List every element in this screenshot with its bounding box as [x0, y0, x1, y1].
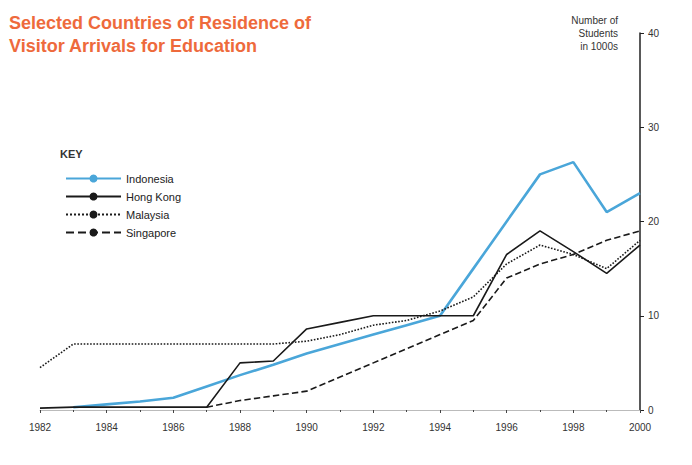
- svg-text:1988: 1988: [229, 422, 252, 433]
- svg-text:1986: 1986: [162, 422, 185, 433]
- svg-text:40: 40: [648, 28, 660, 39]
- svg-text:1992: 1992: [362, 422, 385, 433]
- svg-text:Number of: Number of: [571, 15, 618, 26]
- svg-text:1998: 1998: [562, 422, 585, 433]
- svg-text:2000: 2000: [629, 422, 652, 433]
- svg-text:Selected Countries of Residenc: Selected Countries of Residence of: [9, 13, 312, 33]
- svg-text:Hong Kong: Hong Kong: [126, 191, 181, 203]
- svg-text:Indonesia: Indonesia: [126, 173, 175, 185]
- svg-text:Malaysia: Malaysia: [126, 209, 170, 221]
- svg-text:KEY: KEY: [60, 148, 83, 160]
- svg-text:1982: 1982: [29, 422, 52, 433]
- svg-text:Visitor Arrivals for Education: Visitor Arrivals for Education: [9, 36, 257, 56]
- svg-text:Singapore: Singapore: [126, 227, 176, 239]
- svg-text:20: 20: [648, 216, 660, 227]
- svg-text:1996: 1996: [496, 422, 519, 433]
- svg-text:1994: 1994: [429, 422, 452, 433]
- svg-text:1990: 1990: [296, 422, 319, 433]
- svg-text:in 1000s: in 1000s: [580, 41, 618, 52]
- svg-text:1984: 1984: [96, 422, 119, 433]
- svg-text:0: 0: [648, 405, 654, 416]
- svg-text:10: 10: [648, 310, 660, 321]
- svg-text:30: 30: [648, 122, 660, 133]
- svg-text:Students: Students: [579, 28, 618, 39]
